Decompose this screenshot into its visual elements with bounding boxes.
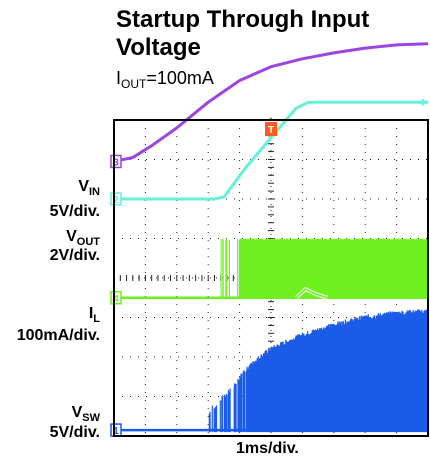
il-channel-marker: [110, 291, 122, 305]
vsw-label-sub: SW: [82, 412, 100, 424]
x-axis-label: 1ms/div.: [236, 440, 299, 457]
vsw-label: VSW: [72, 404, 100, 424]
vout-channel-number: 2: [113, 195, 119, 206]
trigger-marker-label: T: [268, 125, 274, 136]
subtitle-value: =100mA: [146, 68, 214, 88]
vout-label-main: V: [66, 228, 77, 245]
vin-channel-number: 3: [113, 157, 119, 168]
vout-scale: 2V/div.: [49, 247, 100, 264]
vsw-label-main: V: [71, 404, 83, 421]
vsw-trace-switching: [208, 309, 429, 433]
vin-channel-marker: [110, 154, 122, 169]
vin-label-main: V: [78, 178, 89, 195]
vin-label: VIN: [78, 178, 100, 198]
vout-label-sub: OUT: [76, 236, 100, 248]
plot-frame: [113, 119, 429, 437]
vsw-channel-number: 1: [113, 426, 119, 437]
vin-label-sub: IN: [89, 186, 100, 198]
il-label-main: I: [88, 305, 94, 322]
trigger-marker: [265, 122, 277, 136]
il-label-sub: L: [93, 313, 100, 325]
vout-channel-marker: [110, 192, 122, 206]
chart-title: Startup Through Input Voltage: [116, 6, 430, 62]
vout-ref-arrow: [422, 98, 427, 107]
vout-label: VOUT: [66, 228, 100, 248]
il-trace-hump-edge: [295, 288, 328, 299]
vin-trace: [113, 42, 429, 163]
traces: [113, 42, 429, 433]
vout-trace: [114, 100, 428, 201]
il-label: IL: [89, 305, 100, 325]
il-trace-switching: [220, 238, 429, 299]
chart-subtitle: IOUT=100mA: [116, 68, 214, 91]
vsw-scale: 5V/div.: [49, 424, 100, 441]
subtitle-sub: OUT: [121, 77, 147, 91]
il-channel-number: 4: [113, 294, 119, 305]
il-scale: 100mA/div.: [16, 327, 100, 344]
vin-scale: 5V/div.: [49, 203, 100, 220]
subtitle-prefix: I: [116, 68, 122, 88]
chart-title-text: Startup Through Input Voltage: [116, 6, 370, 61]
